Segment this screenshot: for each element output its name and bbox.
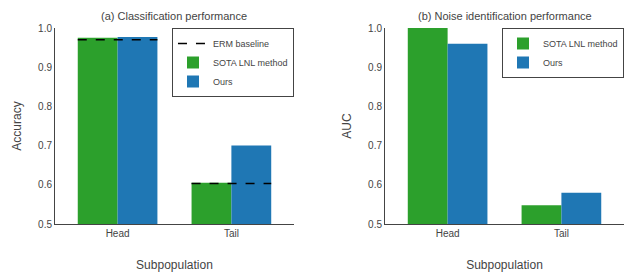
svg-text:0.9: 0.9	[368, 62, 382, 73]
svg-text:0.7: 0.7	[38, 140, 52, 151]
svg-text:(a) Classification performance: (a) Classification performance	[101, 10, 247, 22]
svg-text:AUC: AUC	[340, 113, 354, 139]
svg-text:Ours: Ours	[213, 77, 233, 87]
svg-text:0.9: 0.9	[38, 62, 52, 73]
svg-text:SOTA LNL method: SOTA LNL method	[213, 58, 288, 68]
svg-text:Subpopulation: Subpopulation	[466, 258, 543, 272]
svg-text:0.7: 0.7	[368, 140, 382, 151]
svg-text:0.6: 0.6	[38, 179, 52, 190]
svg-text:Subpopulation: Subpopulation	[136, 258, 213, 272]
svg-text:0.8: 0.8	[368, 101, 382, 112]
svg-text:Head: Head	[436, 228, 460, 239]
svg-text:0.6: 0.6	[368, 179, 382, 190]
svg-text:0.5: 0.5	[38, 219, 52, 230]
svg-text:ERM baseline: ERM baseline	[213, 39, 269, 49]
svg-text:Accuracy: Accuracy	[10, 101, 24, 150]
svg-text:0.5: 0.5	[368, 219, 382, 230]
svg-text:Tail: Tail	[554, 228, 569, 239]
svg-text:SOTA LNL method: SOTA LNL method	[543, 39, 618, 49]
svg-text:Ours: Ours	[543, 58, 563, 68]
svg-text:(b) Noise identification perfo: (b) Noise identification performance	[418, 10, 592, 22]
svg-text:0.8: 0.8	[38, 101, 52, 112]
svg-text:1.0: 1.0	[368, 23, 382, 34]
svg-text:Head: Head	[106, 228, 130, 239]
svg-text:Tail: Tail	[224, 228, 239, 239]
svg-text:1.0: 1.0	[38, 23, 52, 34]
